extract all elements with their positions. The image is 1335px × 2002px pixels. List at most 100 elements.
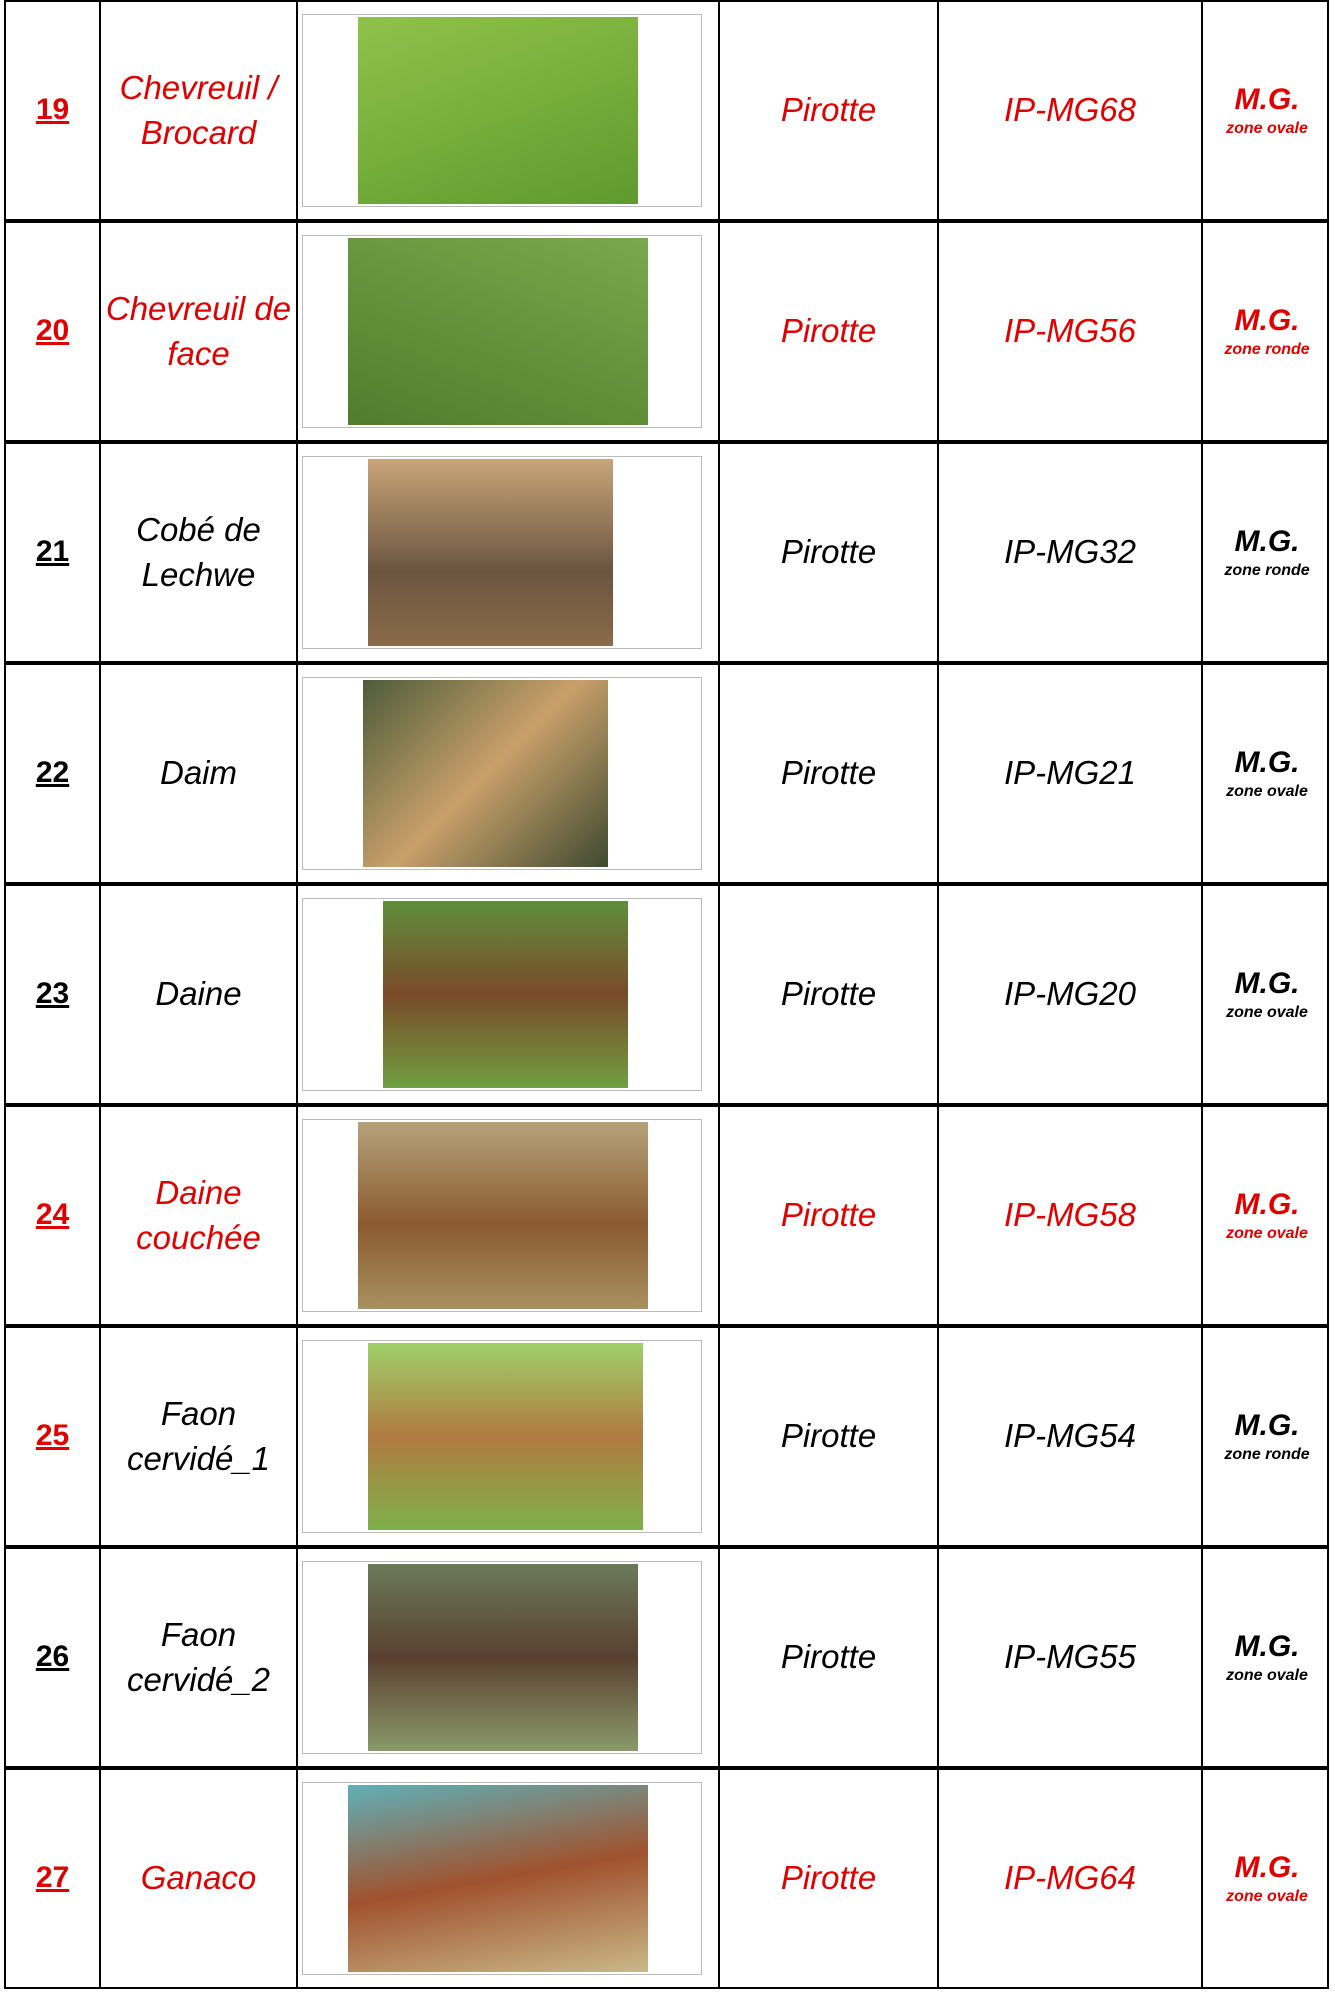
- table-cell: IP-MG21: [939, 665, 1203, 882]
- table-cell: [298, 1770, 720, 1987]
- zone-detail: zone ovale: [1226, 782, 1308, 800]
- row-number: 26: [35, 1640, 70, 1674]
- target-photo: [383, 901, 628, 1088]
- table-cell: M.G. zone ronde: [1203, 444, 1331, 661]
- zone: M.G.: [1234, 1187, 1300, 1221]
- table-cell: M.G. zone ovale: [1203, 886, 1331, 1103]
- table-cell: M.G. zone ronde: [1203, 223, 1331, 440]
- row-number: 21: [35, 535, 70, 569]
- table-cell: Faon cervidé_2: [101, 1549, 298, 1766]
- table-cell: [298, 886, 720, 1103]
- table-cell: Daine couchée: [101, 1107, 298, 1324]
- table-cell: 27: [6, 1770, 101, 1987]
- row-number: 27: [35, 1861, 70, 1895]
- table-cell: [298, 1328, 720, 1545]
- animal-name: cervidé_1: [126, 1439, 271, 1477]
- table-cell: IP-MG64: [939, 1770, 1203, 1987]
- row-number: 19: [35, 93, 70, 127]
- table-cell: 23: [6, 886, 101, 1103]
- reference: IP-MG54: [1003, 1417, 1137, 1455]
- table-cell: M.G. zone ovale: [1203, 665, 1331, 882]
- table-cell: IP-MG68: [939, 2, 1203, 219]
- reference: IP-MG55: [1003, 1638, 1137, 1676]
- table-cell: IP-MG56: [939, 223, 1203, 440]
- zone: M.G.: [1234, 82, 1300, 116]
- target-photo: [368, 459, 613, 646]
- table-cell: Pirotte: [720, 1107, 939, 1324]
- table-cell: Pirotte: [720, 1328, 939, 1545]
- table-cell: Pirotte: [720, 444, 939, 661]
- target-photo: [363, 680, 608, 867]
- image-frame: [302, 235, 702, 428]
- zone-detail: zone ovale: [1226, 1224, 1308, 1242]
- table-row: 20 Chevreuil de face Pirotte IP-MG56 M.G. zone…: [4, 221, 1329, 442]
- image-frame: [302, 1119, 702, 1312]
- animal-name: Faon: [160, 1615, 237, 1653]
- reference: IP-MG64: [1003, 1859, 1137, 1897]
- animal-name: Daine: [155, 1173, 242, 1211]
- row-number: 25: [35, 1419, 70, 1453]
- reference: IP-MG32: [1003, 533, 1137, 571]
- animal-name: Ganaco: [140, 1859, 257, 1897]
- row-number: 23: [35, 977, 70, 1011]
- supplier: Pirotte: [780, 754, 877, 792]
- image-frame: [302, 1561, 702, 1754]
- row-number: 24: [35, 1198, 70, 1232]
- table-row: 23 Daine Pirotte IP-MG20 M.G. zone ovale: [4, 884, 1329, 1105]
- animal-name: Faon: [160, 1394, 237, 1432]
- reference: IP-MG58: [1003, 1196, 1137, 1234]
- animal-name: Lechwe: [141, 555, 256, 593]
- supplier: Pirotte: [780, 1859, 877, 1897]
- row-number: 20: [35, 314, 70, 348]
- table-cell: [298, 665, 720, 882]
- animal-name: Brocard: [140, 113, 257, 151]
- zone: M.G.: [1234, 303, 1300, 337]
- table-cell: IP-MG58: [939, 1107, 1203, 1324]
- table-cell: 22: [6, 665, 101, 882]
- target-photo: [348, 1785, 648, 1972]
- table-cell: [298, 1107, 720, 1324]
- table-cell: 19: [6, 2, 101, 219]
- zone-detail: zone ovale: [1226, 119, 1308, 137]
- zone: M.G.: [1234, 1850, 1300, 1884]
- table-row: 27 Ganaco Pirotte IP-MG64 M.G. zone ovale: [4, 1768, 1329, 1989]
- target-photo: [358, 17, 638, 204]
- row-number: 22: [35, 756, 70, 790]
- zone: M.G.: [1234, 745, 1300, 779]
- zone-detail: zone ovale: [1226, 1666, 1308, 1684]
- table-cell: Pirotte: [720, 1549, 939, 1766]
- table-cell: [298, 444, 720, 661]
- table-cell: IP-MG54: [939, 1328, 1203, 1545]
- table-row: 21 Cobé de Lechwe Pirotte IP-MG32 M.G. zone ro…: [4, 442, 1329, 663]
- table-cell: IP-MG20: [939, 886, 1203, 1103]
- animal-name: face: [167, 334, 230, 372]
- table-cell: 21: [6, 444, 101, 661]
- target-photo: [358, 1122, 648, 1309]
- table-cell: IP-MG55: [939, 1549, 1203, 1766]
- table-cell: Cobé de Lechwe: [101, 444, 298, 661]
- table-cell: Pirotte: [720, 886, 939, 1103]
- supplier: Pirotte: [780, 533, 877, 571]
- image-frame: [302, 1340, 702, 1533]
- supplier: Pirotte: [780, 312, 877, 350]
- animal-name: Cobé de: [136, 510, 261, 548]
- target-photo: [368, 1564, 638, 1751]
- table-row: 24 Daine couchée Pirotte IP-MG58 M.G. zone ova…: [4, 1105, 1329, 1326]
- table-cell: [298, 223, 720, 440]
- zone-detail: zone ronde: [1224, 340, 1310, 358]
- table-cell: Pirotte: [720, 2, 939, 219]
- animal-name: Chevreuil /: [119, 68, 278, 106]
- table-cell: M.G. zone ovale: [1203, 1107, 1331, 1324]
- zone-detail: zone ronde: [1224, 1445, 1310, 1463]
- animal-name: Daim: [159, 754, 237, 792]
- zone: M.G.: [1234, 1629, 1300, 1663]
- table-cell: Chevreuil / Brocard: [101, 2, 298, 219]
- supplier: Pirotte: [780, 975, 877, 1013]
- image-frame: [302, 14, 702, 207]
- target-photo: [348, 238, 648, 425]
- table-cell: M.G. zone ovale: [1203, 2, 1331, 219]
- table-cell: Daim: [101, 665, 298, 882]
- table-row: 26 Faon cervidé_2 Pirotte IP-MG55 M.G. zone ov…: [4, 1547, 1329, 1768]
- image-frame: [302, 1782, 702, 1975]
